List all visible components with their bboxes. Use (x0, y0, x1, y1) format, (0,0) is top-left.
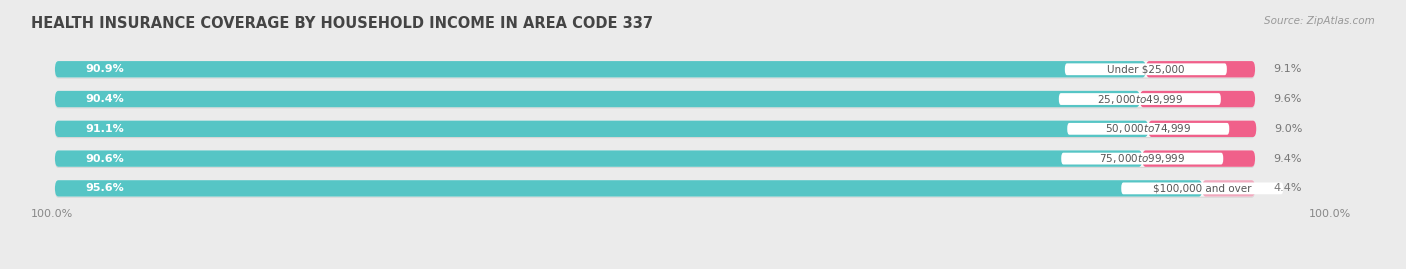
Text: $50,000 to $74,999: $50,000 to $74,999 (1105, 122, 1191, 135)
Text: $25,000 to $49,999: $25,000 to $49,999 (1097, 93, 1182, 105)
Text: $100,000 and over: $100,000 and over (1153, 183, 1251, 193)
FancyBboxPatch shape (1062, 153, 1223, 165)
Text: Source: ZipAtlas.com: Source: ZipAtlas.com (1264, 16, 1375, 26)
FancyBboxPatch shape (1202, 180, 1256, 197)
FancyBboxPatch shape (55, 91, 1140, 107)
FancyBboxPatch shape (55, 152, 1256, 168)
FancyBboxPatch shape (1067, 123, 1229, 135)
FancyBboxPatch shape (55, 150, 1142, 167)
FancyBboxPatch shape (55, 181, 1256, 198)
FancyBboxPatch shape (1059, 93, 1220, 105)
Text: 90.9%: 90.9% (84, 64, 124, 74)
FancyBboxPatch shape (1146, 61, 1256, 77)
FancyBboxPatch shape (55, 61, 1146, 77)
Text: HEALTH INSURANCE COVERAGE BY HOUSEHOLD INCOME IN AREA CODE 337: HEALTH INSURANCE COVERAGE BY HOUSEHOLD I… (31, 16, 652, 31)
FancyBboxPatch shape (1142, 150, 1256, 167)
Text: 100.0%: 100.0% (31, 209, 73, 219)
Text: 91.1%: 91.1% (84, 124, 124, 134)
FancyBboxPatch shape (55, 122, 1256, 138)
Text: $75,000 to $99,999: $75,000 to $99,999 (1099, 152, 1185, 165)
FancyBboxPatch shape (1121, 182, 1284, 194)
FancyBboxPatch shape (55, 91, 1256, 107)
Text: 90.4%: 90.4% (84, 94, 124, 104)
Text: 90.6%: 90.6% (84, 154, 124, 164)
FancyBboxPatch shape (1064, 63, 1227, 75)
Text: 100.0%: 100.0% (1309, 209, 1351, 219)
Text: 9.4%: 9.4% (1272, 154, 1302, 164)
FancyBboxPatch shape (55, 180, 1256, 197)
FancyBboxPatch shape (55, 180, 1202, 197)
Text: 9.0%: 9.0% (1274, 124, 1302, 134)
Text: 9.1%: 9.1% (1272, 64, 1302, 74)
FancyBboxPatch shape (55, 62, 1256, 79)
FancyBboxPatch shape (55, 121, 1256, 137)
Text: Under $25,000: Under $25,000 (1107, 64, 1185, 74)
FancyBboxPatch shape (1140, 91, 1256, 107)
FancyBboxPatch shape (1149, 121, 1256, 137)
FancyBboxPatch shape (55, 92, 1256, 108)
FancyBboxPatch shape (55, 61, 1256, 77)
FancyBboxPatch shape (55, 150, 1256, 167)
FancyBboxPatch shape (55, 121, 1149, 137)
Text: 9.6%: 9.6% (1272, 94, 1302, 104)
Text: 95.6%: 95.6% (84, 183, 124, 193)
Text: 4.4%: 4.4% (1272, 183, 1302, 193)
